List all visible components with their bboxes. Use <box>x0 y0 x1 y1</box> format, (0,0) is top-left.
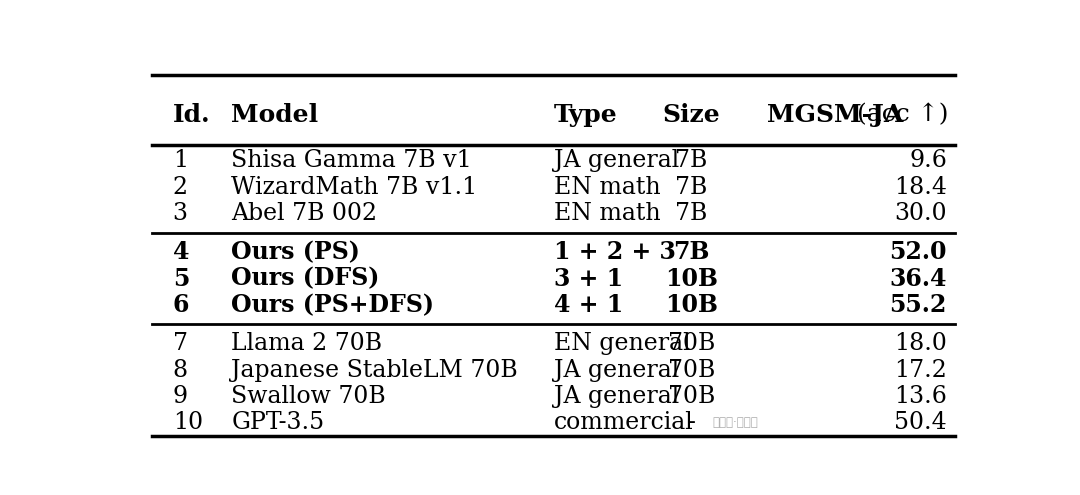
Text: 52.0: 52.0 <box>890 241 947 264</box>
Text: 10B: 10B <box>665 267 718 291</box>
Text: 10: 10 <box>173 411 203 434</box>
Text: Shisa Gamma 7B v1: Shisa Gamma 7B v1 <box>231 149 472 172</box>
Text: Type: Type <box>554 102 618 127</box>
Text: 5: 5 <box>173 267 189 291</box>
Text: Size: Size <box>663 102 720 127</box>
Text: 18.0: 18.0 <box>894 333 947 355</box>
Text: 3: 3 <box>173 201 188 225</box>
Text: 3 + 1: 3 + 1 <box>554 267 623 291</box>
Text: commercial: commercial <box>554 411 693 434</box>
Text: 7: 7 <box>173 333 188 355</box>
Text: JA general: JA general <box>554 149 678 172</box>
Text: 8: 8 <box>173 359 188 382</box>
Text: Abel 7B 002: Abel 7B 002 <box>231 201 377 225</box>
Text: WizardMath 7B v1.1: WizardMath 7B v1.1 <box>231 176 477 198</box>
Text: 公众号·量岗位: 公众号·量岗位 <box>713 416 758 429</box>
Text: GPT-3.5: GPT-3.5 <box>231 411 324 434</box>
Text: Id.: Id. <box>173 102 211 127</box>
Text: Japanese StableLM 70B: Japanese StableLM 70B <box>231 359 518 382</box>
Text: Model: Model <box>231 102 319 127</box>
Text: 9: 9 <box>173 385 188 408</box>
Text: 4: 4 <box>173 241 189 264</box>
Text: Swallow 70B: Swallow 70B <box>231 385 386 408</box>
Text: EN math: EN math <box>554 176 660 198</box>
Text: 4 + 1: 4 + 1 <box>554 293 623 317</box>
Text: 7B: 7B <box>675 149 707 172</box>
Text: Llama 2 70B: Llama 2 70B <box>231 333 382 355</box>
Text: EN math: EN math <box>554 201 660 225</box>
Text: 7B: 7B <box>675 176 707 198</box>
Text: 18.4: 18.4 <box>894 176 947 198</box>
Text: 7B: 7B <box>675 201 707 225</box>
Text: 70B: 70B <box>667 333 715 355</box>
Text: 7B: 7B <box>674 241 710 264</box>
Text: 55.2: 55.2 <box>890 293 947 317</box>
Text: 2: 2 <box>173 176 188 198</box>
Text: 1 + 2 + 3: 1 + 2 + 3 <box>554 241 675 264</box>
Text: Ours (PS+DFS): Ours (PS+DFS) <box>231 293 434 317</box>
Text: 6: 6 <box>173 293 189 317</box>
Text: 50.4: 50.4 <box>894 411 947 434</box>
Text: JA general: JA general <box>554 385 678 408</box>
Text: 9.6: 9.6 <box>909 149 947 172</box>
Text: 1: 1 <box>173 149 188 172</box>
Text: 70B: 70B <box>667 385 715 408</box>
Text: 10B: 10B <box>665 293 718 317</box>
Text: JA general: JA general <box>554 359 678 382</box>
Text: Ours (DFS): Ours (DFS) <box>231 267 380 291</box>
Text: 13.6: 13.6 <box>894 385 947 408</box>
Text: MGSM-JA: MGSM-JA <box>767 102 903 127</box>
Text: EN general: EN general <box>554 333 690 355</box>
Text: -: - <box>688 411 696 434</box>
Text: 30.0: 30.0 <box>894 201 947 225</box>
Text: 17.2: 17.2 <box>894 359 947 382</box>
Text: (acc ↑): (acc ↑) <box>849 103 948 126</box>
Text: Ours (PS): Ours (PS) <box>231 241 360 264</box>
Text: 70B: 70B <box>667 359 715 382</box>
Text: 36.4: 36.4 <box>890 267 947 291</box>
